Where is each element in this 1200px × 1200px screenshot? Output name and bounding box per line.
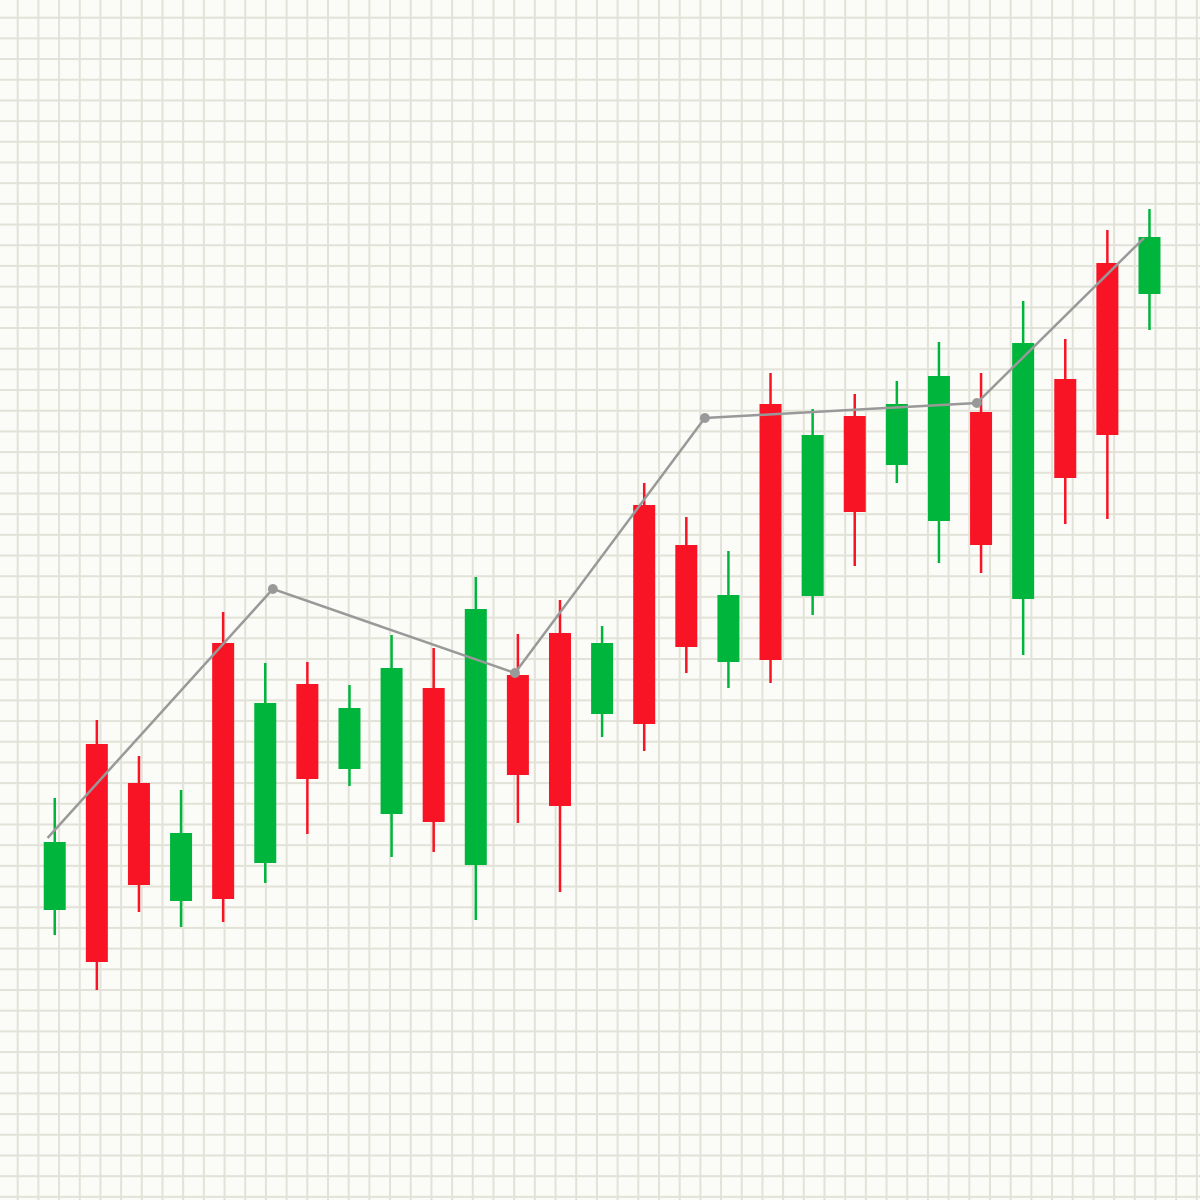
candle-body bbox=[85, 744, 108, 962]
candle-body bbox=[254, 703, 277, 863]
candle-body bbox=[296, 684, 319, 779]
trend-point bbox=[971, 398, 982, 408]
candle-body bbox=[127, 783, 150, 885]
candle-body bbox=[843, 416, 866, 512]
candle-body bbox=[464, 609, 487, 865]
trend-line bbox=[46, 237, 1145, 839]
candle-body bbox=[633, 505, 656, 724]
candle-body bbox=[338, 708, 361, 769]
trend-point bbox=[699, 413, 710, 423]
trend-point bbox=[509, 668, 520, 678]
candle-body bbox=[591, 643, 614, 714]
candle-body bbox=[1054, 379, 1077, 478]
candle-body bbox=[43, 842, 66, 910]
candle-body bbox=[506, 675, 529, 775]
trend-point bbox=[267, 584, 278, 594]
candle-body bbox=[380, 668, 403, 814]
candle-body bbox=[759, 404, 782, 660]
candle-body bbox=[212, 643, 235, 899]
candle-body bbox=[1096, 263, 1119, 435]
candle-body bbox=[717, 595, 740, 662]
candle-body bbox=[801, 435, 824, 596]
candle-body bbox=[927, 376, 950, 521]
candle-body bbox=[675, 545, 698, 647]
candle-body bbox=[1012, 343, 1035, 599]
candle-body bbox=[1138, 237, 1161, 294]
candle-body bbox=[970, 412, 993, 545]
candle-body bbox=[885, 404, 908, 465]
candle-body bbox=[422, 688, 445, 822]
candle-body bbox=[549, 633, 571, 806]
candle-body bbox=[170, 833, 193, 901]
